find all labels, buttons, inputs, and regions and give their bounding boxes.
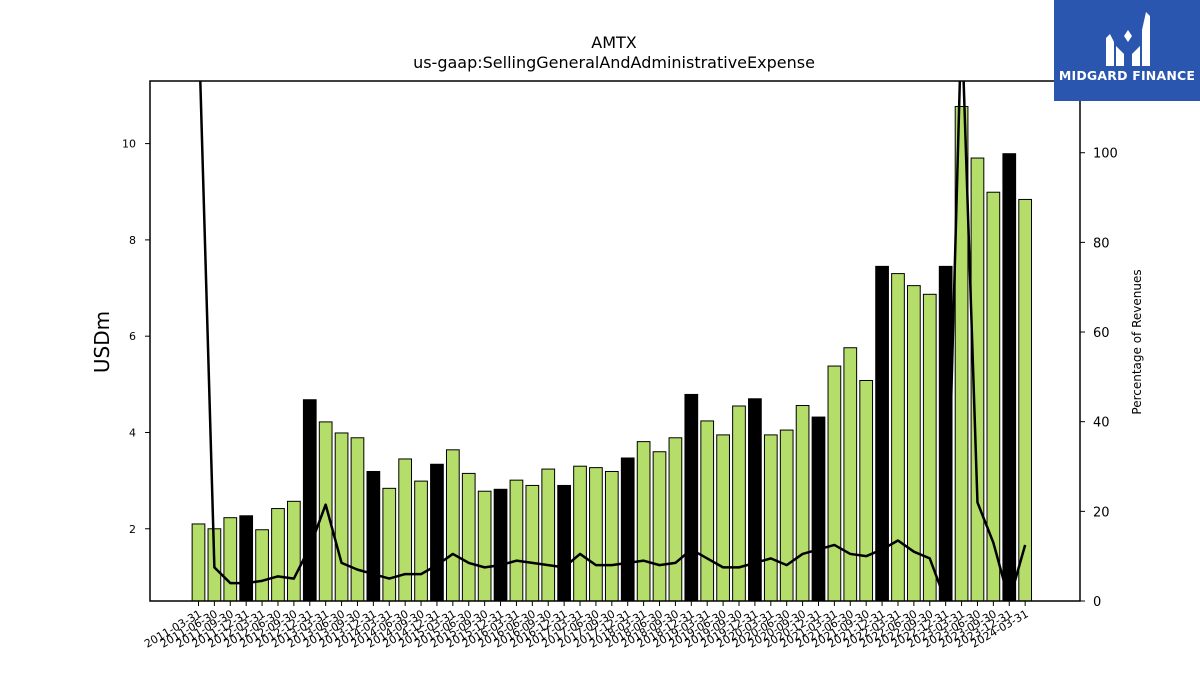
bar-2021-09-30 bbox=[859, 379, 874, 601]
bar-2021-06-30 bbox=[843, 347, 858, 601]
bar-2019-06-30 bbox=[716, 434, 730, 601]
bar-2011-03-31 bbox=[191, 523, 206, 601]
y2-axis-label: Percentage of Revenues bbox=[1130, 269, 1144, 414]
bar-2016-12-31 bbox=[557, 484, 571, 601]
y-tick-label: 6 bbox=[129, 330, 136, 343]
bar-2018-06-30 bbox=[652, 451, 667, 601]
bar-2023-03-31 bbox=[954, 106, 969, 601]
midgard-logo-icon bbox=[1106, 12, 1150, 66]
bar-2012-12-31 bbox=[302, 399, 317, 601]
bar-2013-12-31 bbox=[366, 470, 381, 601]
bar-2018-03-31 bbox=[636, 441, 651, 601]
bar-2016-06-30 bbox=[525, 484, 540, 601]
bar-2015-06-30 bbox=[461, 472, 476, 601]
bar-2018-09-30 bbox=[668, 437, 683, 601]
bar-2023-12-31 bbox=[1002, 153, 1017, 601]
bar-2021-03-31 bbox=[827, 365, 842, 601]
y2-tick-label: 20 bbox=[1093, 505, 1110, 520]
bar-2017-06-30 bbox=[589, 467, 603, 601]
bar-2021-12-31 bbox=[875, 265, 889, 601]
y-tick-label: 4 bbox=[129, 426, 136, 439]
bar-2012-03-31 bbox=[255, 529, 269, 601]
bar-2013-09-30 bbox=[350, 437, 365, 601]
y2-tick-label: 40 bbox=[1093, 416, 1110, 431]
bar-2017-12-31 bbox=[620, 457, 635, 601]
bar-2016-09-30 bbox=[541, 468, 556, 601]
bar-2014-09-30 bbox=[414, 480, 428, 601]
bar-2015-12-31 bbox=[493, 488, 508, 601]
bar-2020-12-31 bbox=[811, 416, 826, 601]
y2-tick-label: 100 bbox=[1093, 147, 1118, 162]
logo-badge bbox=[1054, 0, 1200, 101]
bar-2022-06-30 bbox=[907, 285, 921, 601]
bar-2019-03-31 bbox=[700, 420, 715, 601]
bar-2020-09-30 bbox=[795, 405, 810, 601]
chart-title: AMTX bbox=[591, 33, 637, 52]
bar-2020-03-31 bbox=[763, 434, 778, 601]
pct-of-revenue-line bbox=[199, 81, 1027, 601]
bar-2022-03-31 bbox=[891, 273, 905, 601]
bar-2015-09-30 bbox=[477, 490, 492, 601]
bar-2019-09-30 bbox=[732, 405, 746, 601]
bar-2013-06-30 bbox=[334, 432, 349, 601]
bar-2024-03-31 bbox=[1018, 198, 1033, 601]
bar-2023-09-30 bbox=[986, 191, 1001, 601]
bar-2011-12-31 bbox=[239, 515, 254, 601]
bar-2016-03-31 bbox=[509, 479, 524, 601]
bar-2014-06-30 bbox=[398, 458, 413, 601]
plot-frame bbox=[149, 80, 1081, 602]
bar-2013-03-31 bbox=[318, 421, 333, 601]
bar-2012-06-30 bbox=[271, 508, 285, 601]
y2-tick-label: 60 bbox=[1093, 326, 1110, 341]
bar-2017-09-30 bbox=[604, 470, 619, 601]
bar-2020-06-30 bbox=[779, 429, 794, 601]
bar-2011-09-30 bbox=[223, 517, 238, 601]
bar-2012-09-30 bbox=[287, 500, 301, 601]
y-tick-label: 8 bbox=[129, 234, 136, 247]
bar-series bbox=[191, 106, 1033, 601]
logo-text: MIDGARD FINANCE bbox=[1058, 68, 1196, 83]
bar-2022-09-30 bbox=[922, 293, 937, 601]
bar-2019-12-31 bbox=[748, 398, 762, 601]
bar-2018-12-31 bbox=[684, 393, 699, 601]
y-tick-label: 10 bbox=[122, 138, 136, 151]
y-axis-label: USDm bbox=[90, 311, 114, 373]
bar-2014-03-31 bbox=[382, 487, 397, 601]
bar-2015-03-31 bbox=[445, 449, 460, 601]
bar-2014-12-31 bbox=[430, 463, 444, 601]
y-tick-label: 2 bbox=[129, 523, 136, 536]
pct-line-series bbox=[199, 81, 1027, 601]
bar-2017-03-31 bbox=[573, 465, 587, 601]
y2-tick-label: 80 bbox=[1093, 236, 1110, 251]
y2-tick-label: 0 bbox=[1093, 595, 1101, 610]
chart-subtitle: us-gaap:SellingGeneralAndAdministrativeE… bbox=[413, 53, 815, 72]
